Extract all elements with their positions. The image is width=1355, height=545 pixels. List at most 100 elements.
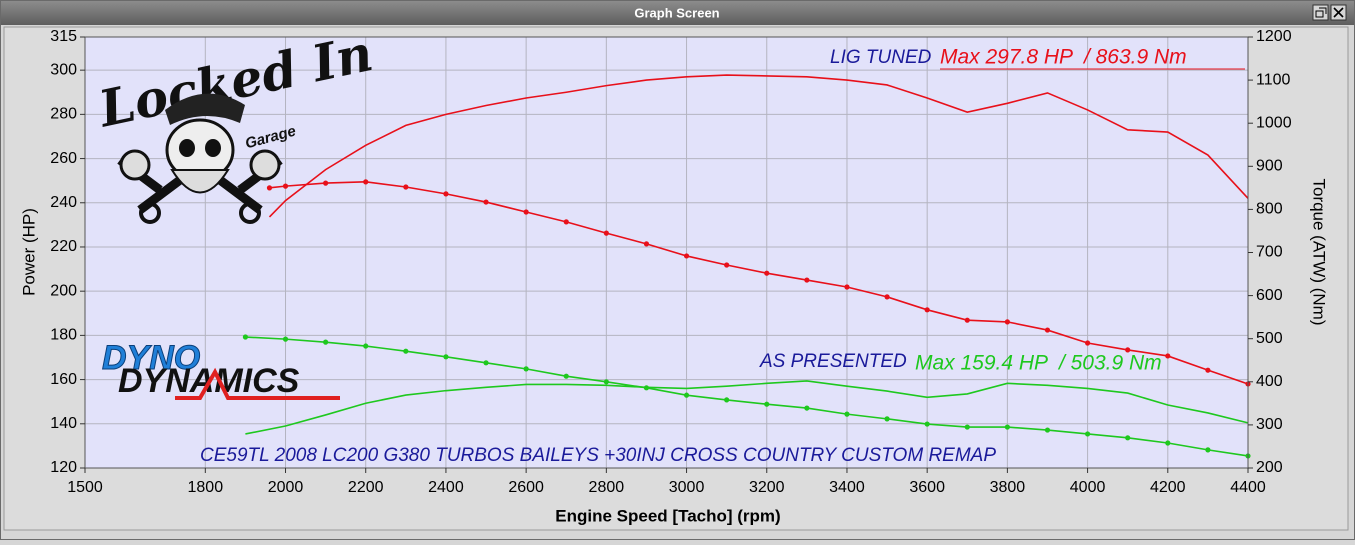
data-point (323, 180, 329, 186)
y-tick-label: 280 (50, 106, 77, 123)
data-point (724, 262, 730, 268)
data-point (603, 379, 609, 385)
data-point (363, 179, 369, 185)
y2-tick-label: 700 (1256, 244, 1283, 261)
data-point (323, 339, 329, 345)
x-axis-label: Engine Speed [Tacho] (rpm) (555, 506, 780, 525)
x-tick-label: 2800 (589, 479, 625, 496)
data-point (563, 373, 569, 379)
data-point (844, 284, 850, 290)
data-point (683, 253, 690, 259)
y2-tick-label: 1100 (1256, 71, 1291, 88)
data-point (603, 230, 609, 236)
y2-tick-label: 500 (1256, 330, 1283, 347)
data-point (1125, 435, 1131, 441)
data-point (924, 421, 930, 427)
y2-tick-label: 200 (1256, 459, 1283, 476)
y-tick-label: 180 (50, 327, 77, 344)
series-line (268, 74, 1249, 218)
data-point (282, 183, 289, 189)
data-point (1044, 327, 1051, 333)
data-point (683, 392, 690, 398)
data-point (1125, 347, 1131, 353)
series-line (245, 380, 1249, 435)
data-point (242, 334, 249, 340)
data-point (724, 397, 730, 403)
data-point (1205, 447, 1211, 453)
restore-icon (1315, 7, 1327, 18)
annotation: CE59TL 2008 LC200 G380 TURBOS BAILEYS +3… (200, 445, 996, 466)
x-tick-label: 3000 (669, 479, 705, 496)
y-tick-label: 220 (50, 238, 77, 255)
logo-eye (179, 139, 195, 157)
logo-rod (139, 202, 161, 224)
x-tick-label: 3800 (990, 479, 1026, 496)
x-tick-label: 4000 (1070, 479, 1106, 496)
data-point (764, 270, 770, 276)
data-point (443, 354, 449, 360)
close-icon (1333, 7, 1344, 18)
annotation: Max 297.8 HP / 863.9 Nm (940, 46, 1187, 69)
x-tick-label: 3600 (909, 479, 945, 496)
data-point (804, 405, 810, 411)
data-point (804, 277, 810, 283)
data-point (643, 241, 650, 247)
logo-eye (205, 139, 221, 157)
x-tick-label: 2000 (268, 479, 304, 496)
data-point (1044, 427, 1051, 433)
logo-rod (239, 202, 261, 224)
y-tick-label: 240 (50, 194, 77, 211)
logo-piston (119, 149, 151, 181)
x-tick-label: 2200 (348, 479, 384, 496)
data-point (266, 185, 273, 191)
x-tick-label: 1500 (67, 479, 103, 496)
data-point (1165, 440, 1171, 446)
data-point (1004, 424, 1010, 430)
data-point (443, 191, 449, 197)
data-point (563, 219, 569, 225)
data-point (483, 199, 489, 205)
y2-tick-label: 600 (1256, 287, 1283, 304)
data-point (403, 184, 409, 190)
annotation: Max 159.4 HP / 503.9 Nm (915, 352, 1162, 375)
x-tick-label: 3400 (829, 479, 865, 496)
y2-tick-label: 300 (1256, 416, 1283, 433)
data-point (964, 424, 970, 430)
y2-tick-label: 800 (1256, 201, 1283, 218)
window-title: Graph Screen (634, 5, 719, 20)
y2-axis-label: Torque (ATW) (Nm) (1310, 178, 1329, 325)
x-tick-label: 4200 (1150, 479, 1186, 496)
y-tick-label: 200 (50, 282, 77, 299)
data-point (1084, 431, 1091, 437)
title-bar (1, 1, 1354, 25)
data-point (924, 307, 930, 313)
data-point (1205, 367, 1211, 373)
y-tick-label: 160 (50, 371, 77, 388)
logo-cap (165, 93, 245, 125)
x-tick-label: 2400 (428, 479, 464, 496)
data-point (844, 411, 850, 417)
y-axis-label: Power (HP) (19, 208, 38, 296)
x-tick-label: 1800 (188, 479, 224, 496)
data-point (483, 360, 489, 366)
data-point (523, 366, 529, 372)
logo-piston (249, 149, 281, 181)
restore-button[interactable] (1312, 4, 1329, 21)
y2-tick-label: 400 (1256, 373, 1283, 390)
y2-tick-label: 900 (1256, 158, 1283, 175)
data-point (282, 336, 289, 342)
annotation: LIG TUNED (830, 47, 932, 68)
series-line (269, 181, 1249, 385)
x-tick-label: 4400 (1230, 479, 1266, 496)
y-tick-label: 120 (50, 459, 77, 476)
data-point (964, 317, 970, 323)
data-point (523, 209, 529, 215)
data-point (1084, 340, 1091, 346)
y2-tick-label: 1000 (1256, 114, 1292, 131)
data-point (1165, 353, 1171, 359)
logo-swoosh (175, 367, 340, 400)
dyno-dynamics-logo: DYNO DYNAMICS (102, 338, 340, 400)
y2-tick-label: 1200 (1256, 28, 1292, 45)
x-tick-label: 3200 (749, 479, 785, 496)
